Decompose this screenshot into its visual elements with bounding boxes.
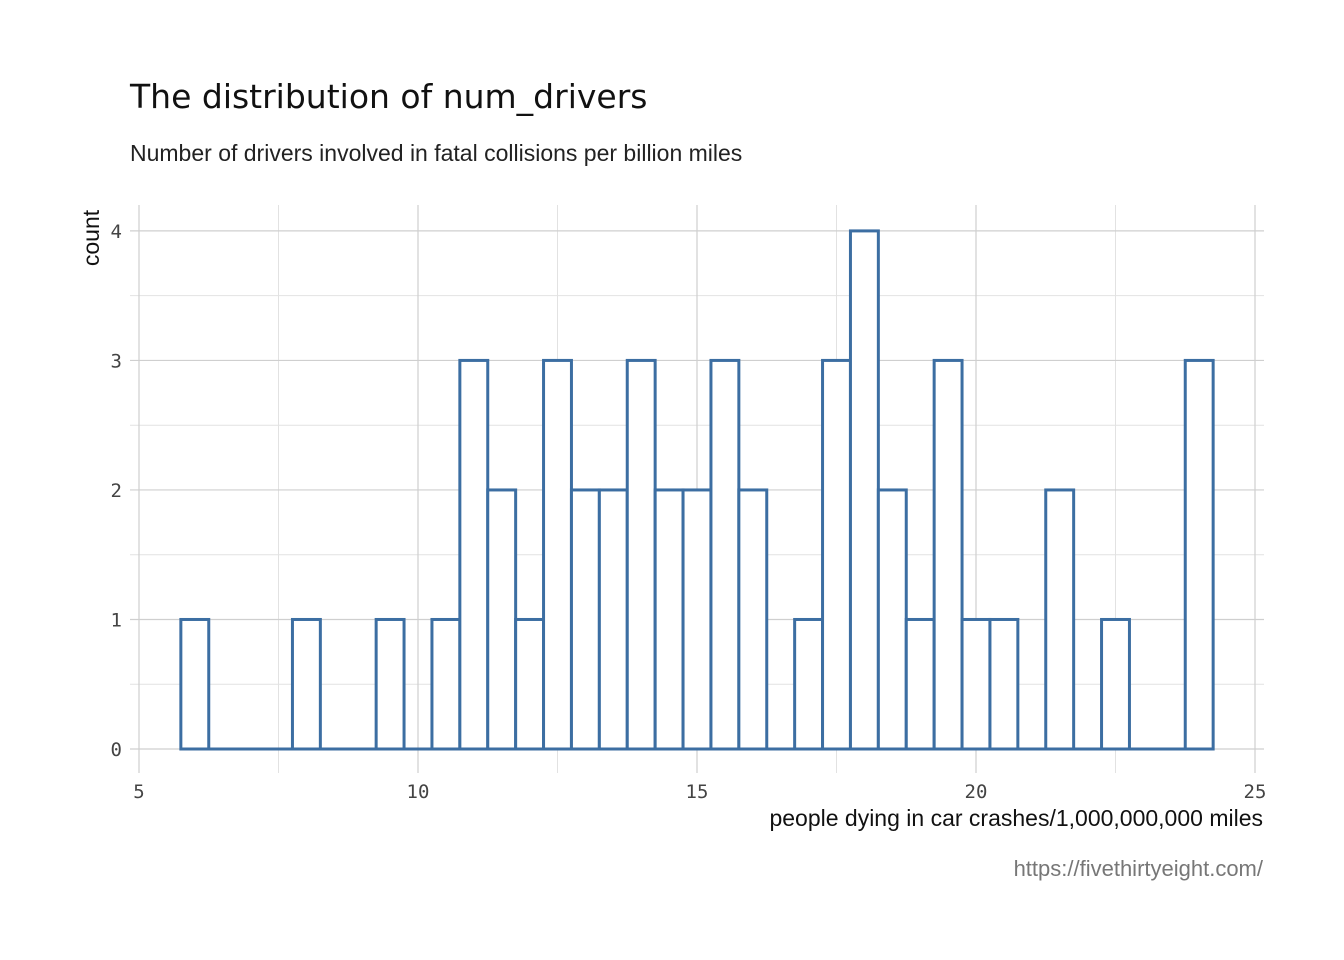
histogram-bar — [597, 488, 629, 751]
histogram-bar — [737, 488, 769, 751]
x-axis-title: people dying in car crashes/1,000,000,00… — [769, 805, 1263, 831]
histogram-bar — [486, 488, 518, 751]
histogram-bar — [625, 358, 657, 751]
y-axis-ticks: 0 1 2 3 4 — [111, 221, 122, 761]
histogram-bar — [653, 488, 685, 751]
histogram-bar — [876, 488, 908, 751]
chart-subtitle: Number of drivers involved in fatal coll… — [130, 140, 742, 166]
y-tick-label: 1 — [111, 609, 122, 631]
histogram-bar — [681, 488, 713, 751]
histogram-bar — [904, 617, 936, 751]
histogram-bar — [1183, 358, 1215, 751]
chart-title: The distribution of num_drivers — [129, 77, 647, 116]
histogram-bar — [1100, 617, 1131, 751]
histogram-bar — [569, 488, 601, 751]
histogram-bar — [179, 617, 211, 751]
histogram-bar — [709, 358, 741, 751]
histogram-bar — [374, 617, 406, 751]
histogram-bar — [458, 358, 490, 751]
histogram-bar — [821, 358, 852, 751]
y-tick-label: 0 — [111, 739, 122, 761]
y-tick-label: 2 — [111, 480, 122, 502]
histogram-bar — [932, 358, 964, 751]
histogram-bar — [290, 617, 322, 751]
y-axis-title: count — [78, 209, 104, 266]
x-tick-label: 10 — [407, 781, 430, 803]
x-axis-ticks: 5 10 15 20 25 — [133, 781, 1266, 803]
x-tick-label: 25 — [1244, 781, 1267, 803]
histogram-bar — [793, 617, 825, 751]
histogram-bar — [848, 229, 880, 751]
histogram-bar — [988, 617, 1020, 751]
histogram-bar — [430, 617, 462, 751]
histogram-bar — [1044, 488, 1076, 751]
y-tick-label: 3 — [111, 350, 122, 372]
histogram-bars — [179, 229, 1215, 751]
histogram-bar — [514, 617, 546, 751]
x-tick-label: 15 — [686, 781, 709, 803]
y-tick-label: 4 — [111, 221, 122, 243]
x-tick-label: 5 — [133, 781, 144, 803]
chart-caption: https://fivethirtyeight.com/ — [1014, 856, 1264, 881]
histogram-bar — [960, 617, 992, 751]
x-tick-label: 20 — [965, 781, 988, 803]
histogram-bar — [542, 358, 573, 751]
